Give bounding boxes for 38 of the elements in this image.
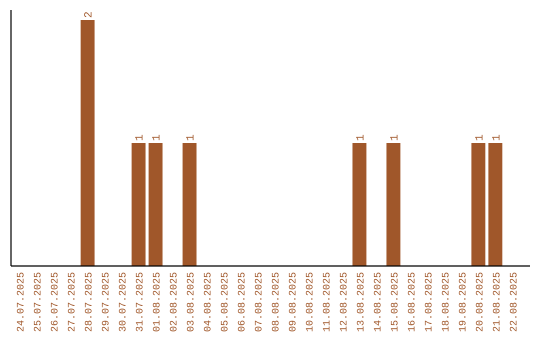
x-tick-label: 24.07.2025 [16,272,28,332]
data-label: 1 [134,134,147,141]
x-tick-label: 30.07.2025 [118,272,130,332]
x-tick-label: 16.08.2025 [407,272,418,332]
x-tick-label: 10.08.2025 [305,272,316,332]
x-tick-label: 08.08.2025 [271,272,282,332]
x-tick-label: 12.08.2025 [339,272,350,332]
x-tick-label: 01.08.2025 [152,272,164,332]
x-tick-label: 02.08.2025 [170,272,181,332]
x-tick-label: 27.07.2025 [68,272,79,332]
x-tick-label: 25.07.2025 [34,272,45,332]
x-tick-label: 03.08.2025 [186,272,198,332]
x-tick-label: 06.08.2025 [238,272,249,332]
x-tick-label: 21.08.2025 [492,272,504,332]
x-tick-label: 15.08.2025 [390,272,402,332]
x-tick-label: 13.08.2025 [356,272,368,332]
x-tick-label: 11.08.2025 [322,272,334,332]
data-label: 1 [491,134,504,141]
data-label: 1 [389,134,402,141]
x-tick-label: 26.07.2025 [50,272,62,332]
x-tick-label: 07.08.2025 [254,272,266,332]
x-tick-label: 14.08.2025 [373,272,384,332]
x-tick-label: 20.08.2025 [475,272,486,332]
x-tick-label: 04.08.2025 [204,272,215,332]
x-tick-label: 29.07.2025 [102,272,113,332]
x-tick-label: 17.08.2025 [424,272,436,332]
data-label: 2 [84,11,96,18]
x-tick-label: 09.08.2025 [288,272,300,332]
data-label: 1 [186,134,198,141]
data-label: 1 [474,134,486,141]
data-label: 1 [355,134,368,141]
x-tick-label: 22.08.2025 [509,272,520,332]
data-label: 1 [152,134,164,141]
x-tick-label: 19.08.2025 [458,272,470,332]
x-tick-label: 18.08.2025 [441,272,452,332]
x-tick-label: 05.08.2025 [220,272,232,332]
x-tick-label: 28.07.2025 [84,272,96,332]
x-tick-label: 31.07.2025 [136,272,147,332]
